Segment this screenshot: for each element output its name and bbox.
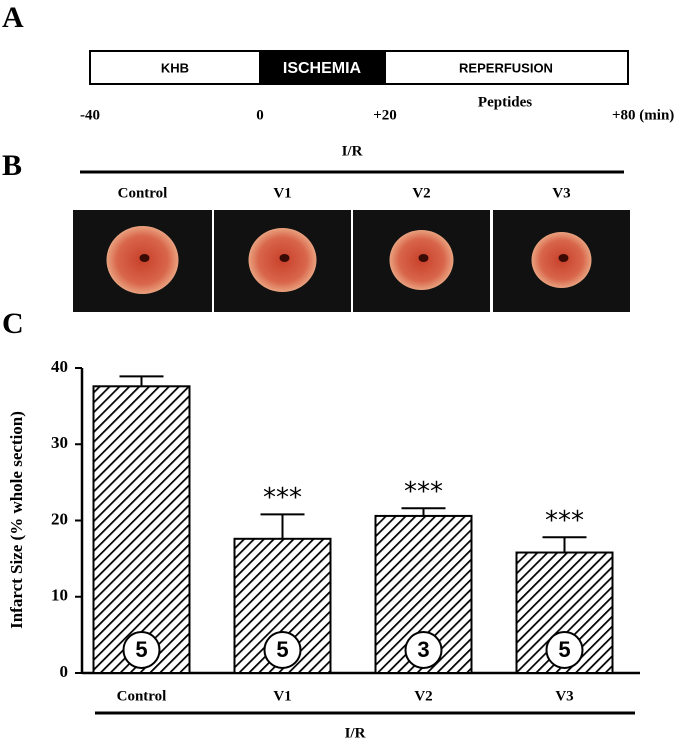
y-axis-label: Infarct Size (% whole section) bbox=[7, 411, 26, 629]
panel-label: B bbox=[2, 149, 22, 182]
image-label: V2 bbox=[412, 185, 430, 201]
error-bar bbox=[542, 536, 587, 553]
segment bbox=[259, 50, 386, 85]
photos: Control V1 V2 V3 bbox=[73, 185, 630, 312]
y-tick-label: 40 bbox=[51, 357, 68, 376]
time-label: -40 bbox=[80, 107, 100, 123]
error-bar bbox=[260, 513, 305, 539]
segment-label: ISCHEMIA bbox=[283, 60, 362, 77]
y-tick-label: 20 bbox=[51, 509, 68, 528]
note: Peptides bbox=[478, 94, 532, 110]
segment-label: REPERFUSION bbox=[459, 60, 553, 75]
n-label: 5 bbox=[558, 637, 570, 662]
n-label: 5 bbox=[276, 637, 288, 662]
significance: *** bbox=[545, 506, 584, 536]
n-circle bbox=[263, 631, 302, 669]
time-label: +20 bbox=[373, 107, 397, 123]
image-label: Control bbox=[118, 185, 168, 201]
x-tick-label: Control bbox=[117, 688, 167, 704]
significance: *** bbox=[404, 477, 443, 507]
image-label: V3 bbox=[552, 185, 570, 201]
segment bbox=[89, 50, 261, 85]
panel-label: C bbox=[2, 307, 24, 340]
y-tick-label: 30 bbox=[51, 433, 68, 452]
n-circle bbox=[545, 631, 584, 669]
lumen bbox=[558, 254, 569, 262]
n-label: 5 bbox=[135, 637, 147, 662]
lumen bbox=[418, 254, 429, 262]
n-circle bbox=[404, 631, 443, 669]
chart: 0 10 20 30 40 Infarct Size (% whole section) 5… bbox=[7, 357, 640, 741]
x-tick-label: V1 bbox=[273, 688, 291, 704]
error-bar bbox=[119, 375, 164, 387]
x-tick-label: V2 bbox=[414, 688, 432, 704]
n-circle bbox=[122, 631, 161, 669]
panel-label: A bbox=[2, 1, 24, 34]
group-label: I/R bbox=[345, 725, 366, 741]
significance: *** bbox=[263, 483, 302, 513]
time-label: 0 bbox=[256, 107, 264, 123]
y-tick-label: 0 bbox=[60, 662, 69, 681]
lumen bbox=[279, 254, 290, 262]
image-label: V1 bbox=[273, 185, 291, 201]
error-bar bbox=[401, 507, 446, 516]
n-label: 3 bbox=[417, 637, 429, 662]
bar bbox=[92, 385, 191, 674]
segment bbox=[384, 50, 629, 85]
lumen bbox=[139, 254, 150, 262]
group-label: I/R bbox=[342, 143, 363, 159]
time-label: +80 (min) bbox=[612, 107, 674, 123]
y-tick-label: 10 bbox=[51, 586, 68, 605]
x-tick-label: V3 bbox=[555, 688, 573, 704]
segment-label: KHB bbox=[161, 60, 189, 75]
